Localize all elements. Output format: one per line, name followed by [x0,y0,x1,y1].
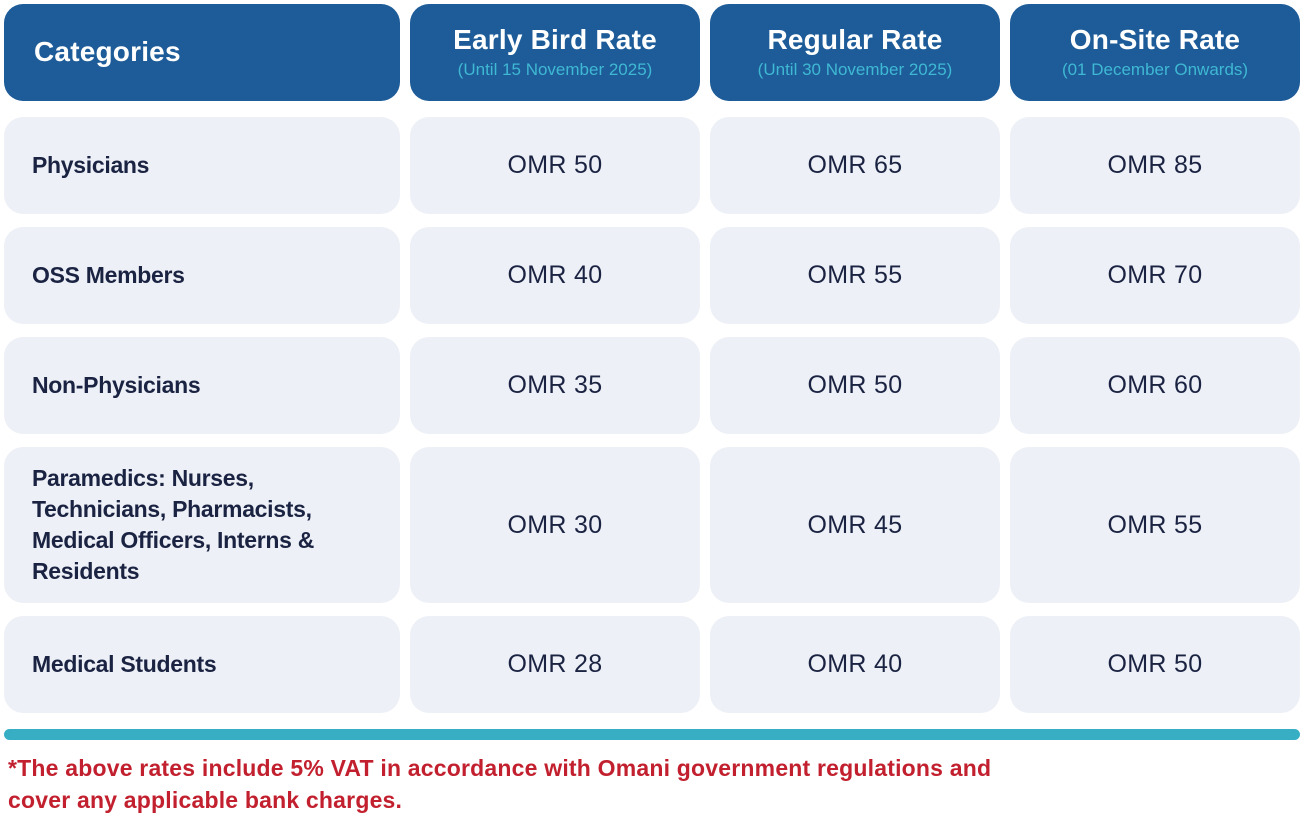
on-site-rate-cell: OMR 85 [1010,117,1300,214]
regular-rate-cell: OMR 55 [710,227,1000,324]
category-cell: OSS Members [4,227,400,324]
regular-rate-cell: OMR 65 [710,117,1000,214]
footnote-line-1: *The above rates include 5% VAT in accor… [8,755,992,782]
category-cell: Paramedics: Nurses, Technicians, Pharmac… [4,447,400,604]
regular-rate-cell: OMR 40 [710,616,1000,714]
category-label: Non-Physicians [32,371,201,398]
header-cell: On-Site Rate (01 December Onwards) [1010,4,1300,101]
rate-value: OMR 40 [807,650,903,679]
rate-value: OMR 70 [1107,261,1203,289]
category-cell: Medical Students [4,616,400,714]
category-cell: Non-Physicians [4,337,400,434]
early-bird-rate-cell: OMR 35 [410,337,700,434]
pricing-table: Categories Early Bird Rate (Until 15 Nov… [4,4,1300,813]
divider-bar [4,729,1300,741]
column-subtitle: (01 December Onwards) [1061,59,1249,79]
rate-value: OMR 40 [507,261,603,289]
category-cell: Physicians [4,117,400,214]
column-title: Categories [34,36,181,68]
table-header-row: Categories Early Bird Rate (Until 15 Nov… [4,4,1300,101]
on-site-rate-cell: OMR 50 [1010,616,1300,714]
table-row: OSS Members OMR 40 OMR 55 OMR 70 [4,227,1300,324]
regular-rate-cell: OMR 50 [710,337,1000,434]
category-label: Medical Students [32,651,217,678]
rate-value: OMR 55 [1107,510,1203,539]
table-row: Non-Physicians OMR 35 OMR 50 OMR 60 [4,337,1300,434]
footnote-line-2: cover any applicable bank charges. [8,787,403,814]
regular-rate-cell: OMR 45 [710,447,1000,604]
column-title: On-Site Rate [1069,24,1241,56]
header-cell: Categories [4,4,400,101]
rate-value: OMR 35 [507,371,603,399]
column-subtitle: (Until 15 November 2025) [457,59,653,79]
category-label: Paramedics: Nurses, Technicians, Pharmac… [32,465,315,585]
on-site-rate-cell: OMR 60 [1010,337,1300,434]
early-bird-rate-cell: OMR 28 [410,616,700,714]
table-row: Physicians OMR 50 OMR 65 OMR 85 [4,117,1300,214]
column-subtitle: (Until 30 November 2025) [757,59,953,79]
column-title: Early Bird Rate [453,24,657,56]
rate-value: OMR 50 [807,371,903,399]
header-cell: Early Bird Rate (Until 15 November 2025) [410,4,700,101]
rate-value: OMR 60 [1107,371,1203,399]
rate-value: OMR 85 [1107,151,1203,179]
rate-value: OMR 50 [507,151,603,179]
rate-value: OMR 50 [1107,650,1203,679]
early-bird-rate-cell: OMR 30 [410,447,700,604]
table-row: Paramedics: Nurses, Technicians, Pharmac… [4,447,1300,604]
rate-value: OMR 45 [807,510,903,539]
rate-value: OMR 65 [807,151,903,179]
column-title: Regular Rate [767,24,943,56]
table-body: Physicians OMR 50 OMR 65 OMR 85 OSS Memb… [4,117,1300,714]
table-row: Medical Students OMR 28 OMR 40 OMR 50 [4,616,1300,714]
footnote-text: *The above rates include 5% VAT in accor… [4,752,1300,816]
rate-value: OMR 28 [507,650,603,679]
header-cell: Regular Rate (Until 30 November 2025) [710,4,1000,101]
on-site-rate-cell: OMR 70 [1010,227,1300,324]
rate-value: OMR 30 [507,510,603,539]
category-label: Physicians [32,151,150,178]
on-site-rate-cell: OMR 55 [1010,447,1300,604]
early-bird-rate-cell: OMR 50 [410,117,700,214]
category-label: OSS Members [32,261,185,288]
rate-value: OMR 55 [807,261,903,289]
early-bird-rate-cell: OMR 40 [410,227,700,324]
